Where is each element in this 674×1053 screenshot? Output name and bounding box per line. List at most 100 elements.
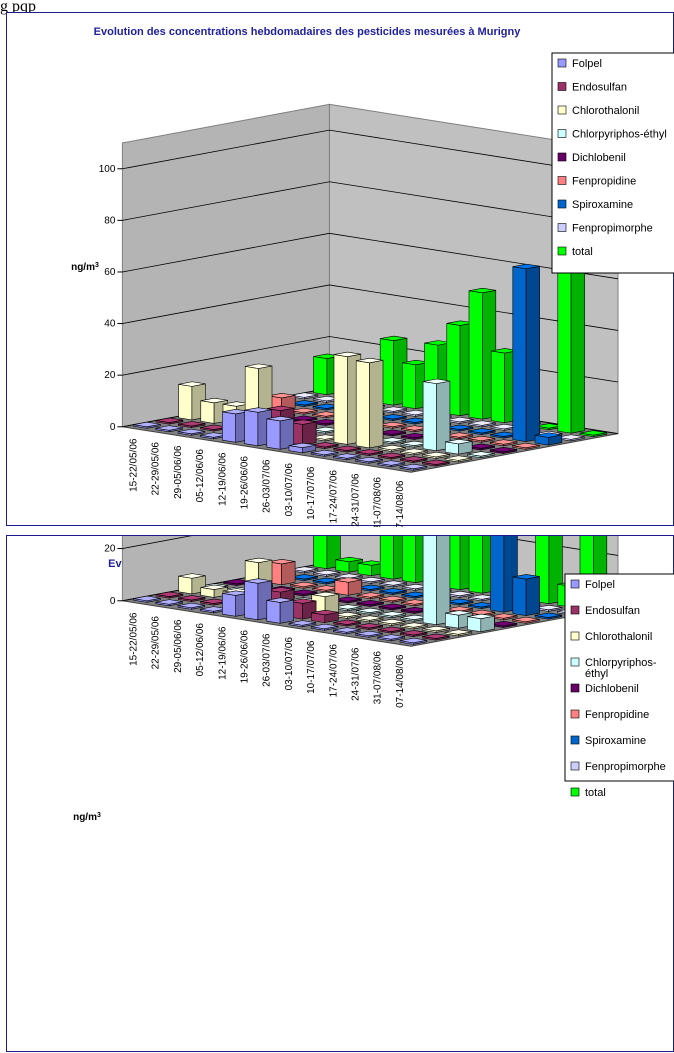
chart1-gridline [122,232,619,280]
chart2-bar-fenpropimorphe-3 [357,576,385,584]
chart1-legend-label: Chlorothalonil [572,105,639,117]
chart2-bar-chlorpyriphos--éthyl-12 [467,613,495,633]
chart2-bar-folpel-2 [177,602,206,610]
chart2-bar-spiroxamine-12 [534,612,563,620]
chart2-legend-swatch [570,579,580,589]
chart2-legend-swatch [570,631,580,641]
chart2-bar-folpel-7 [288,620,317,628]
chart2-bar-chlorothalonil-10 [400,622,428,630]
chart1-ylabel: ng/m3 [71,262,99,274]
chart-murigny-svg: Evolution des concentrations hebdomadair… [71,26,674,527]
chart2-category-label: 07-14/08/06 [395,654,406,708]
chart1-legend-label: Spiroxamine [572,199,633,211]
chart1-category-label: 07-14/08/06 [395,480,406,527]
chart2-bar-fenpropimorphe-2 [335,573,363,581]
chart2-bar-folpel-8 [310,623,339,631]
chart-ay-svg: Evolution des concentrations hebdomadair… [73,536,674,824]
chart2-bar-folpel-12 [399,637,428,645]
chart1-gridline [122,181,619,228]
chart2-bar-endosulfan-10 [377,626,406,634]
chart1-legend-label: total [572,246,593,258]
chart1-ytick-label: 40 [104,319,116,330]
chart2-bar-spiroxamine-5 [379,588,407,595]
chart-murigny: Evolution des concentrations hebdomadair… [6,12,674,527]
chart1-gridline [122,129,619,177]
chart2-bar-endosulfan-9 [355,623,384,630]
chart2-bar-fenpropidine-4 [334,577,363,596]
chart2-legend-label: Chlorothalonil [585,631,652,643]
chart2-legend-label: Folpel [585,579,615,591]
chart2-bar-chlorothalonil-6 [311,591,339,616]
chart2-bar-chlorothalonil-11 [422,625,450,633]
chart2-bar-folpel-10 [355,630,383,638]
chart2-category-label: 15-22/05/06 [129,612,140,666]
chart2-bar-fenpropidine-12 [512,616,540,624]
chart1-legend-swatch [557,152,567,162]
chart2-legend-swatch [570,735,580,745]
chart2-category-label: 19-26/06/06 [240,630,251,684]
chart2-ylabel: ng/m3 [73,812,101,824]
chart1-bar-chlorpyriphos-éthyl-8 [378,437,406,445]
chart2-bar-endosulfan-1 [177,595,206,602]
chart1-category-label: 12-19/06/06 [217,452,228,506]
chart1-bar-folpel-11 [377,460,405,468]
chart2-bar-folpel-1 [155,599,183,607]
chart1-bar-chlorpyriphos-éthyl-12 [467,451,495,459]
chart2-bar-chlorothalonil-8 [355,615,384,623]
chart1-category-label: 24-31/07/06 [351,473,362,527]
chart2-category-label: 03-10/07/06 [284,637,295,691]
chart1-legend-label: Fenpropidine [572,176,636,188]
chart2-bar-fenpropimorphe-1 [312,569,341,577]
chart1-bar-folpel-8 [310,449,339,457]
chart1-bar-folpel-7 [288,442,317,454]
chart2-bar-chlorpyriphos--éthyl-8 [378,611,406,619]
chart1-legend-swatch [557,246,567,256]
chart1-category-label: 29-05/06/06 [173,445,184,499]
chart1-title: Evolution des concentrations hebdomadair… [94,26,522,38]
chart2-legend-swatch [570,761,580,771]
chart2-legend-label: Fenpropimorphe [585,761,666,773]
chart1-legend-label: Folpel [572,58,602,70]
chart2-bar-fenpropidine-1 [267,559,296,586]
chart2-legend-swatch [570,787,580,797]
chart1-legend: Folpel Endosulfan Chlorothalonil Chlorpyrip… [551,52,674,274]
chart2-ytick-label: 0 [110,596,116,607]
chart1-category-label: 15-22/05/06 [129,438,140,492]
chart1-bar-fenpropimorphe-4 [379,406,408,414]
chart1-bar-endosulfan-9 [355,449,384,456]
chart1-category-label: 10-17/07/06 [306,466,317,520]
chart1-legend-label: Endosulfan [572,82,627,94]
chart1-bar-endosulfan-8 [333,445,361,453]
chart1-legend-swatch [557,223,567,232]
chart2-bar-folpel-9 [333,627,361,635]
chart2-bar-folpel-6 [266,597,294,624]
chart1-bar-chlorothalonil-10 [400,448,428,456]
chart1-category-label: 03-10/07/06 [284,463,295,517]
chart-ay: Evolution des concentrations hebdomadair… [6,535,674,1052]
chart2-bar-fenpropidine-6 [378,595,407,603]
chart1-category-label: 31-07/08/06 [373,477,384,527]
chart2-bar-dichlobenil-8 [400,607,429,614]
chart1-bar-spiroxamine-9 [468,428,496,435]
chart2-legend-label: Fenpropidine [585,709,649,721]
chart2-bar-fenpropimorphe-5 [401,583,430,591]
chart1-bar-spiroxamine-12 [534,432,563,446]
chart2-legend-label: Spiroxamine [585,735,646,747]
chart2-legend-label: Chlorpyriphos-éthyl [585,657,657,680]
chart1-bar-endosulfan-11 [399,456,428,463]
chart1-bar-dichlobenil-7 [378,429,407,437]
chart2-bar-endosulfan-0 [155,591,184,599]
chart1-side-wall [121,103,330,428]
chart2-legend-label: total [585,787,606,799]
chart1-ytick-label: 80 [104,215,116,226]
chart1-bar-folpel-9 [333,453,361,461]
chart1-category-label: 19-26/06/06 [240,456,251,510]
chart2-category-label: 10-17/07/06 [306,640,317,694]
chart1-bar-endosulfan-12 [422,459,450,467]
chart2-ytick-label: 20 [104,544,116,555]
chart1-legend-label: Dichlobenil [572,152,626,164]
chart1-bar-endosulfan-10 [377,452,406,460]
chart2-bar-endosulfan-12 [422,633,450,641]
chart1-legend-swatch [557,199,567,209]
chart2-bar-endosulfan-2 [200,598,228,606]
